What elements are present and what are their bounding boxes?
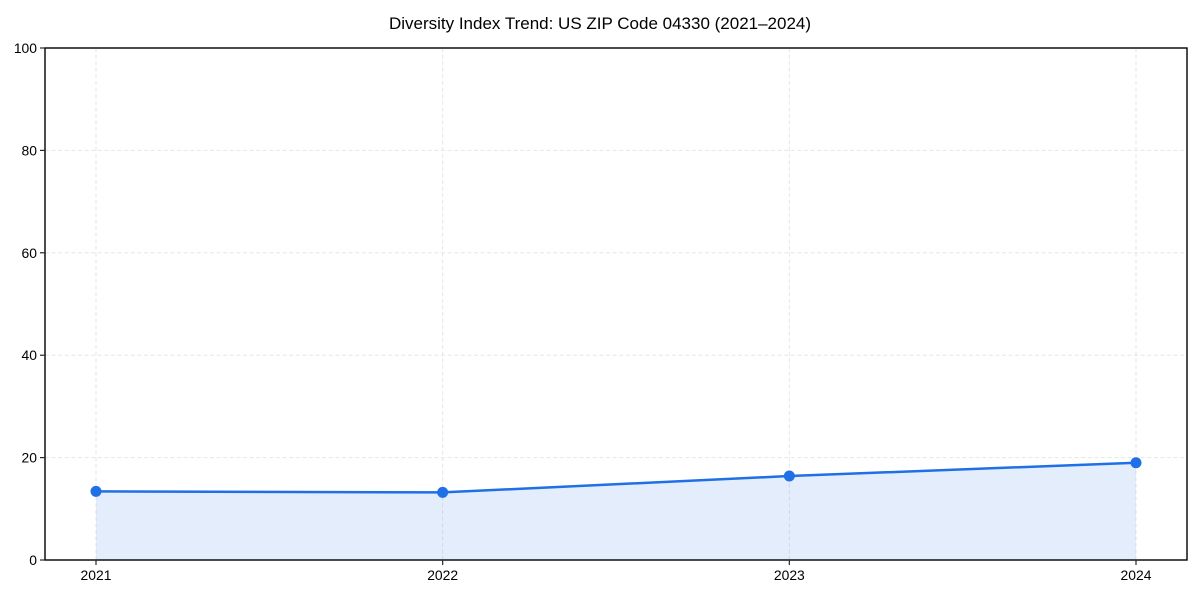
x-tick-label-2024: 2024 xyxy=(1121,567,1152,583)
data-point-marker-2022 xyxy=(437,486,449,498)
y-tick-label-80: 80 xyxy=(22,142,38,158)
x-tick-label-2023: 2023 xyxy=(774,567,805,583)
y-tick-label-0: 0 xyxy=(29,552,37,568)
trend-line xyxy=(94,461,1138,494)
plot-border xyxy=(44,47,1188,561)
data-point-marker-2023 xyxy=(783,470,795,482)
y-tick-label-40: 40 xyxy=(22,347,38,363)
data-point-marker-2024 xyxy=(1130,457,1142,469)
data-point-marker-2021 xyxy=(90,485,102,497)
y-tick-label-100: 100 xyxy=(14,40,37,56)
chart-title: Diversity Index Trend: US ZIP Code 04330… xyxy=(388,14,812,33)
x-tick-label-2021: 2021 xyxy=(81,567,112,583)
y-tick-label-20: 20 xyxy=(22,450,38,466)
y-tick-label-60: 60 xyxy=(22,245,38,261)
trend-area-fill xyxy=(96,462,1136,560)
x-tick-label-2022: 2022 xyxy=(427,567,458,583)
